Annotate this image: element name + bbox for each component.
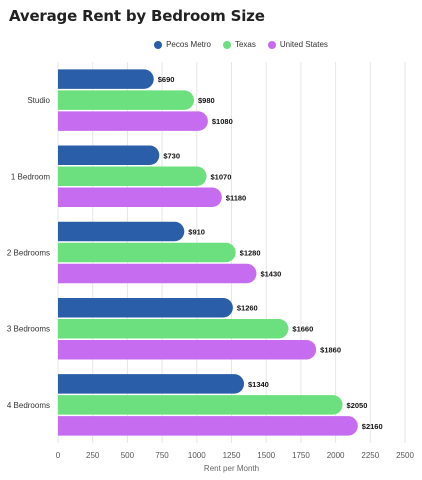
x-tick-label: 1250 [223,451,241,460]
bar [58,90,195,110]
category-label: 4 Bedrooms [7,401,50,410]
x-tick-label: 750 [155,451,169,460]
category-label: Studio [27,96,50,105]
x-axis-label: Rent per Month [204,464,259,473]
bar [58,166,207,187]
x-tick-label: 1750 [292,451,310,460]
bar [58,187,222,208]
legend-label: Pecos Metro [166,40,211,49]
legend-swatch [222,40,231,49]
bar [58,69,154,89]
bar [58,339,317,360]
bar [58,263,257,284]
data-label: $1280 [240,249,261,258]
legend-item-1[interactable]: Texas [222,40,256,49]
bar [58,416,358,436]
bar [58,297,233,318]
legend-item-2[interactable]: United States [267,40,328,49]
x-tick-label: 250 [86,451,100,460]
chart-title: Average Rent by Bedroom Size [9,7,265,25]
category-label: 3 Bedrooms [7,325,50,334]
legend-swatch [267,40,276,49]
x-tick-label: 2000 [327,451,345,460]
data-label: $980 [198,96,215,105]
data-label: $1260 [237,304,258,313]
data-label: $2050 [347,401,368,410]
bar [58,242,236,263]
legend: Pecos Metro Texas United States [0,40,422,49]
bar [58,111,208,131]
legend-item-0[interactable]: Pecos Metro [154,40,211,49]
data-label: $1860 [320,346,341,355]
bar [58,374,244,394]
data-label: $1180 [226,193,246,202]
legend-swatch [154,40,163,49]
bar [58,221,185,242]
data-label: $690 [158,75,175,84]
data-label: $2160 [362,422,383,431]
bar [58,395,343,415]
data-label: $1430 [260,270,281,279]
bar [58,318,289,339]
x-tick-label: 2250 [361,451,379,460]
data-label: $1660 [292,325,313,334]
bar [58,145,160,166]
data-label: $910 [188,228,205,237]
data-label: $1070 [211,172,232,181]
data-label: $1340 [248,380,269,389]
data-label: $730 [163,151,180,160]
x-tick-label: 0 [56,451,61,460]
category-label: 2 Bedrooms [7,249,50,258]
x-tick-label: 2500 [396,451,414,460]
x-tick-label: 1000 [188,451,206,460]
legend-label: United States [279,40,328,49]
x-tick-label: 500 [121,451,135,460]
legend-label: Texas [234,40,256,49]
category-label: 1 Bedroom [11,172,50,181]
x-tick-label: 1500 [257,451,275,460]
data-label: $1080 [212,117,233,126]
